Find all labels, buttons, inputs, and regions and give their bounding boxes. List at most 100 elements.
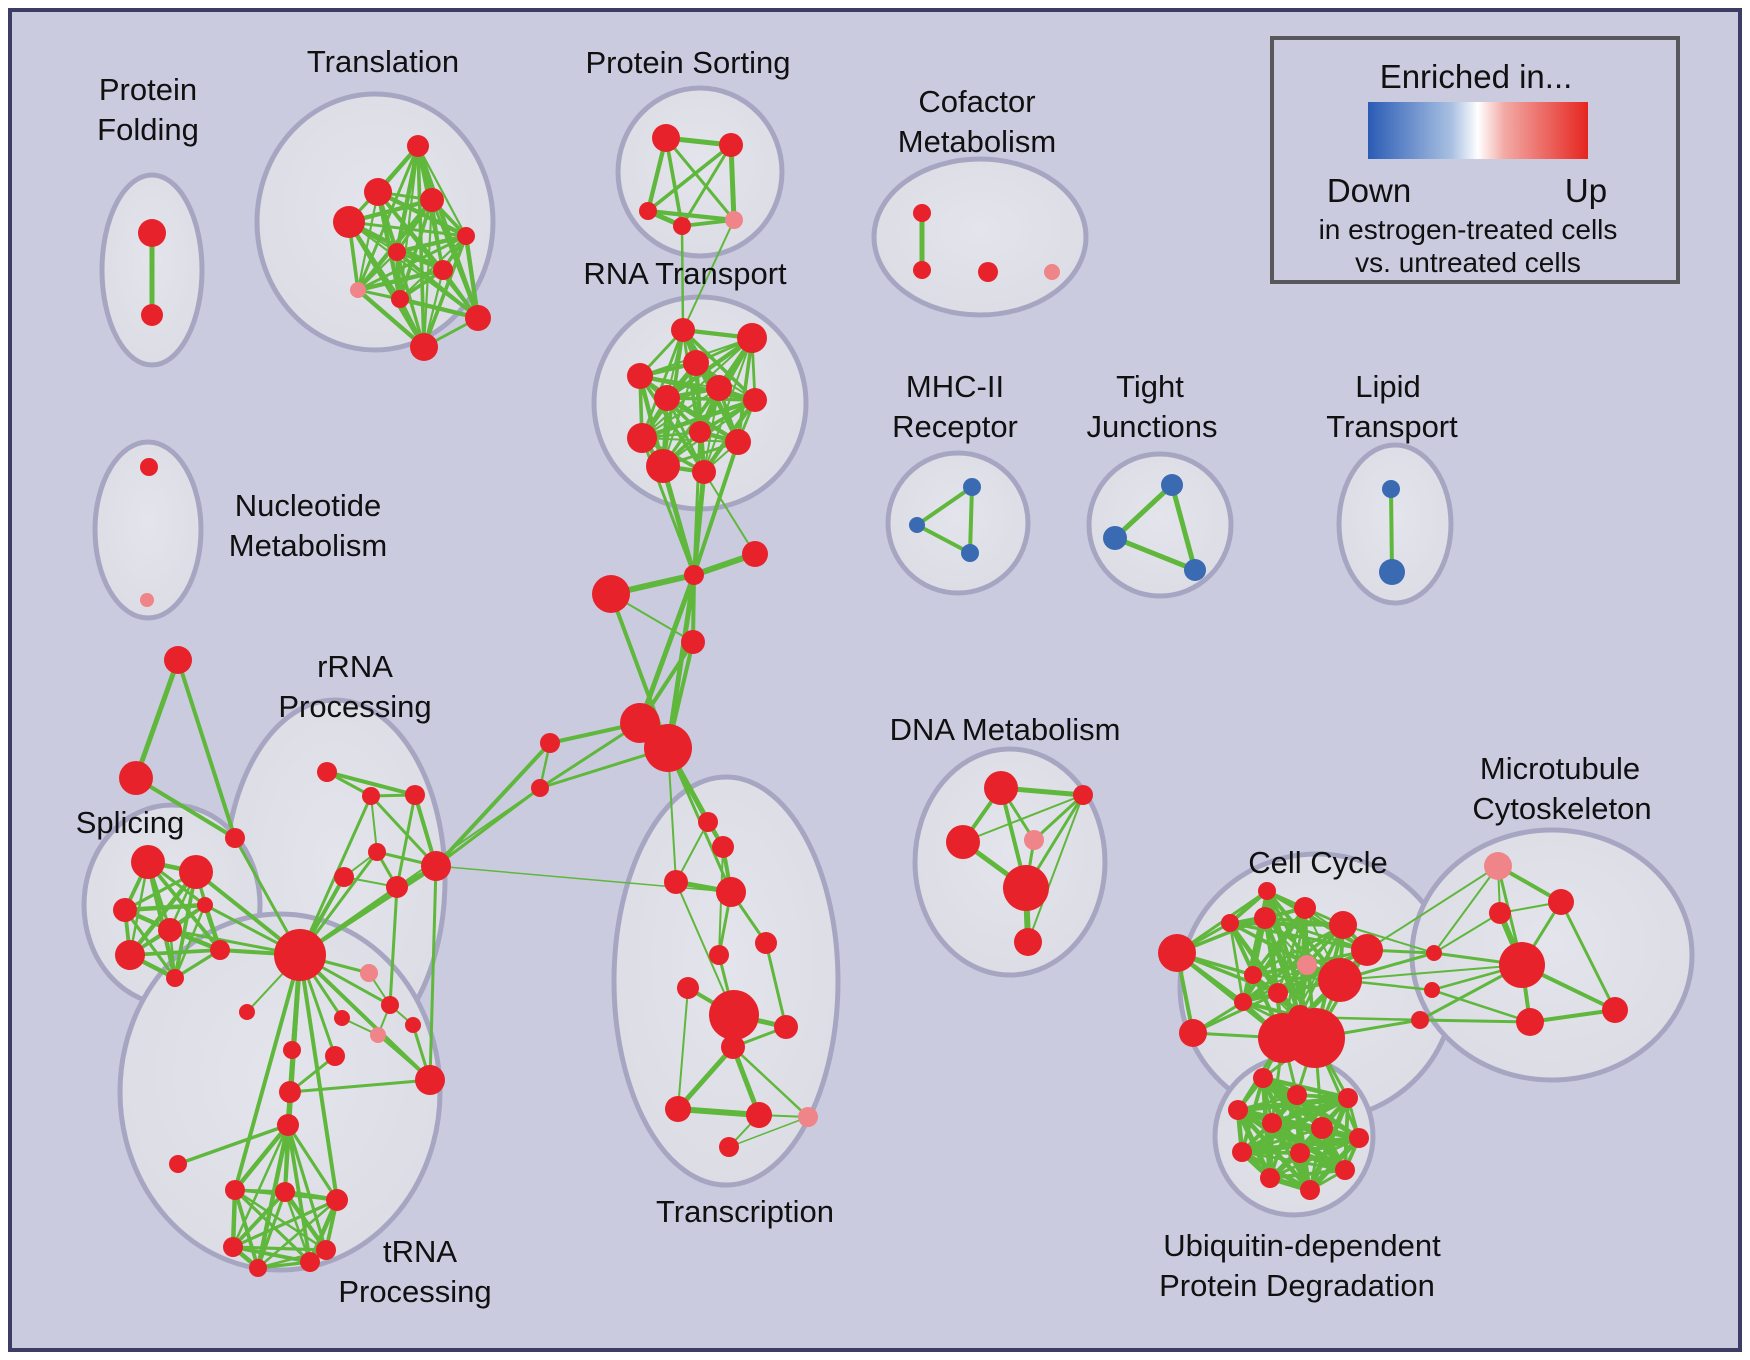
gene-set-node-tl9[interactable] [391,290,409,308]
gene-set-node-nm2[interactable] [140,593,154,607]
gene-set-node-cc6[interactable] [1329,911,1357,939]
gene-set-node-tj1[interactable] [1161,474,1183,496]
gene-set-node-u5[interactable] [1262,1113,1282,1133]
gene-set-node-s3[interactable] [113,898,137,922]
gene-set-node-rt7[interactable] [743,388,767,412]
gene-set-node-r2[interactable] [362,787,380,805]
gene-set-node-tl10[interactable] [465,305,491,331]
gene-set-node-mh1[interactable] [963,478,981,496]
gene-set-node-c6[interactable] [681,630,705,654]
gene-set-node-r12[interactable] [370,1027,386,1043]
gene-set-node-tj2[interactable] [1103,526,1127,550]
gene-set-node-ps1[interactable] [652,124,680,152]
gene-set-node-c8[interactable] [644,724,692,772]
gene-set-node-tl5[interactable] [457,227,475,245]
gene-set-node-d5[interactable] [1003,865,1049,911]
gene-set-node-rt6[interactable] [706,375,732,401]
gene-set-node-t12[interactable] [746,1102,772,1128]
gene-set-node-d6[interactable] [1014,928,1042,956]
gene-set-node-rt11[interactable] [646,449,680,483]
gene-set-node-mh3[interactable] [961,544,979,562]
gene-set-node-s2[interactable] [179,855,213,889]
gene-set-node-u2[interactable] [1287,1085,1307,1105]
gene-set-node-t11[interactable] [665,1096,691,1122]
gene-set-node-tl7[interactable] [433,260,453,280]
gene-set-node-rt2[interactable] [737,323,767,353]
gene-set-node-rt9[interactable] [689,421,711,443]
gene-set-node-cf3[interactable] [978,262,998,282]
gene-set-node-cf1[interactable] [913,204,931,222]
gene-set-node-r4[interactable] [368,843,386,861]
gene-set-node-d2[interactable] [1073,785,1093,805]
gene-set-node-r6[interactable] [386,876,408,898]
gene-set-node-t2[interactable] [712,836,734,858]
gene-set-node-r17[interactable] [279,1081,301,1103]
gene-set-node-t3[interactable] [664,870,688,894]
gene-set-node-t4[interactable] [716,877,746,907]
gene-set-node-s7[interactable] [210,940,230,960]
gene-set-node-cc5[interactable] [1294,897,1316,919]
gene-set-node-mt4[interactable] [1499,942,1545,988]
gene-set-node-r10[interactable] [334,1010,350,1026]
gene-set-node-c5[interactable] [592,575,630,613]
gene-set-node-cc8[interactable] [1297,955,1317,975]
gene-set-node-u3[interactable] [1338,1088,1358,1108]
gene-set-node-rt8[interactable] [627,423,657,453]
gene-set-node-s4[interactable] [158,918,182,942]
gene-set-node-r16[interactable] [239,1004,255,1020]
gene-set-node-tl11[interactable] [410,333,438,361]
gene-set-node-tl8[interactable] [350,282,366,298]
gene-set-node-u9[interactable] [1290,1143,1310,1163]
gene-set-node-rt4[interactable] [627,363,653,389]
gene-set-node-u10[interactable] [1335,1160,1355,1180]
gene-set-node-nh[interactable] [316,1240,336,1260]
gene-set-node-cc15[interactable] [1285,1008,1345,1068]
gene-set-node-rt10[interactable] [725,429,751,455]
gene-set-node-mt5[interactable] [1516,1008,1544,1036]
gene-set-node-rt3[interactable] [683,350,709,376]
gene-set-node-u12[interactable] [1300,1180,1320,1200]
gene-set-node-r9[interactable] [381,996,399,1014]
gene-set-node-t7[interactable] [677,977,699,999]
gene-set-node-u4[interactable] [1228,1100,1248,1120]
gene-set-node-d3[interactable] [946,825,980,859]
gene-set-node-cc3[interactable] [1221,914,1239,932]
gene-set-node-tl6[interactable] [388,243,406,261]
gene-set-node-mh2[interactable] [909,517,925,533]
gene-set-node-u1[interactable] [1253,1068,1273,1088]
gene-set-node-lt2[interactable] [1379,559,1405,585]
gene-set-node-mt6[interactable] [1602,997,1628,1023]
gene-set-node-cc2[interactable] [1258,882,1276,900]
gene-set-node-nc[interactable] [275,1182,295,1202]
gene-set-node-tl2[interactable] [364,178,392,206]
gene-set-node-nm1[interactable] [140,458,158,476]
gene-set-node-rt12[interactable] [692,460,716,484]
gene-set-node-cc10[interactable] [1268,983,1288,1003]
gene-set-node-t13[interactable] [798,1107,818,1127]
gene-set-node-cf4[interactable] [1044,264,1060,280]
gene-set-node-t9[interactable] [774,1015,798,1039]
gene-set-node-ps3[interactable] [639,202,657,220]
gene-set-node-lt1[interactable] [1382,480,1400,498]
gene-set-node-nb[interactable] [225,1180,245,1200]
gene-set-node-pf2[interactable] [141,304,163,326]
gene-set-node-nf[interactable] [249,1259,267,1277]
gene-set-node-mt2[interactable] [1548,889,1574,915]
gene-set-node-t5[interactable] [755,932,777,954]
gene-set-node-r15[interactable] [283,1041,301,1059]
gene-set-node-cn3[interactable] [1411,1011,1429,1029]
gene-set-node-cf2[interactable] [913,261,931,279]
gene-set-node-tr1[interactable] [164,646,192,674]
gene-set-node-pf1[interactable] [138,219,166,247]
gene-set-node-t8[interactable] [709,990,759,1040]
gene-set-node-mt1[interactable] [1484,852,1512,880]
gene-set-node-cc7[interactable] [1351,934,1383,966]
gene-set-node-tl4[interactable] [333,206,365,238]
gene-set-node-rt1[interactable] [671,318,695,342]
gene-set-node-c10[interactable] [531,779,549,797]
gene-set-node-u7[interactable] [1349,1128,1369,1148]
gene-set-node-mt3[interactable] [1489,902,1511,924]
gene-set-node-tl3[interactable] [420,188,444,212]
gene-set-node-hub[interactable] [274,929,326,981]
